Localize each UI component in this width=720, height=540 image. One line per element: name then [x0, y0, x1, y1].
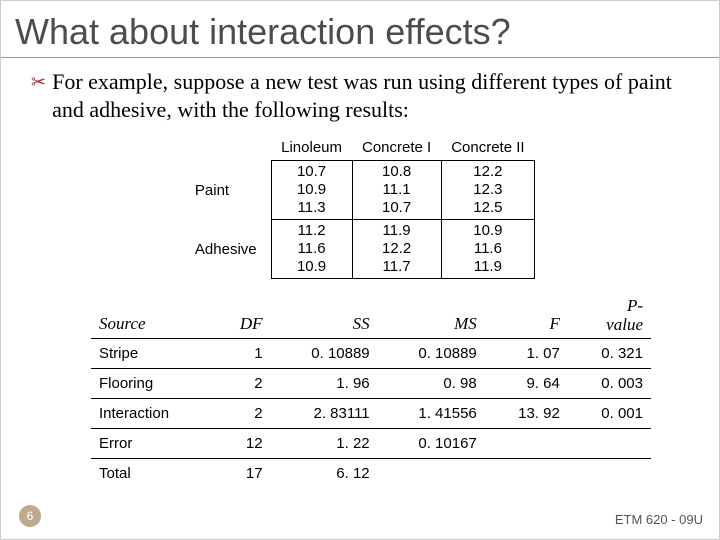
data-cell: 11.2 11.6 10.9 — [271, 220, 352, 279]
col-header: Linoleum — [271, 137, 352, 161]
data-cell: 12.2 12.3 12.5 — [441, 161, 534, 220]
row-header: Paint — [185, 161, 271, 220]
footer-text: ETM 620 - 09U — [615, 512, 703, 527]
data-cell: 11.9 12.2 11.7 — [352, 220, 441, 279]
data-table-container: Linoleum Concrete I Concrete II Paint 10… — [1, 137, 719, 279]
anova-row: Stripe 1 0. 10889 0. 10889 1. 07 0. 321 — [91, 339, 651, 369]
anova-header: DF — [215, 293, 271, 339]
bullet-icon: ✂ — [31, 72, 46, 93]
anova-header: F — [485, 293, 568, 339]
anova-row: Error 12 1. 22 0. 10167 — [91, 429, 651, 459]
data-cell: 10.9 11.6 11.9 — [441, 220, 534, 279]
page-number-badge: 6 — [19, 505, 41, 527]
anova-header: Source — [91, 293, 215, 339]
anova-row: Flooring 2 1. 96 0. 98 9. 64 0. 003 — [91, 369, 651, 399]
col-header: Concrete I — [352, 137, 441, 161]
bullet-row: ✂ For example, suppose a new test was ru… — [1, 58, 719, 131]
data-cell: 10.7 10.9 11.3 — [271, 161, 352, 220]
anova-header: P-value — [568, 293, 651, 339]
anova-header: SS — [271, 293, 378, 339]
col-header: Concrete II — [441, 137, 534, 161]
data-table: Linoleum Concrete I Concrete II Paint 10… — [185, 137, 535, 279]
anova-row: Interaction 2 2. 83111 1. 41556 13. 92 0… — [91, 399, 651, 429]
anova-header: MS — [378, 293, 485, 339]
row-header: Adhesive — [185, 220, 271, 279]
slide-title: What about interaction effects? — [1, 1, 719, 58]
bullet-text: For example, suppose a new test was run … — [52, 68, 695, 123]
anova-header-row: Source DF SS MS F P-value — [91, 293, 651, 339]
data-cell: 10.8 11.1 10.7 — [352, 161, 441, 220]
anova-table: Source DF SS MS F P-value Stripe 1 0. 10… — [91, 293, 651, 488]
anova-container: Source DF SS MS F P-value Stripe 1 0. 10… — [1, 293, 719, 488]
anova-row: Total 17 6. 12 — [91, 459, 651, 489]
